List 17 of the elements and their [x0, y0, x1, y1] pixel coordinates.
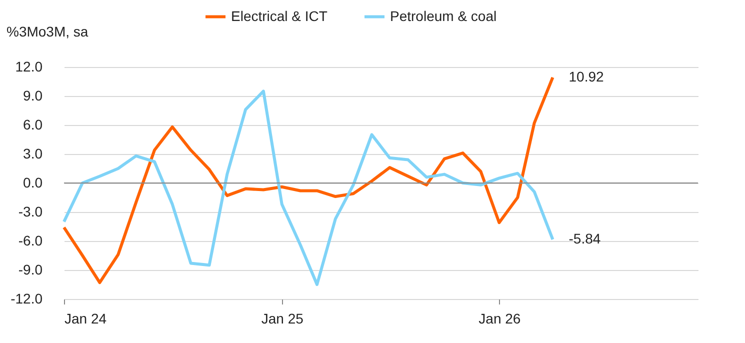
y-tick-label: -9.0: [18, 262, 43, 278]
x-tick-label: Jan 26: [478, 310, 521, 326]
y-tick-label: -12.0: [10, 290, 43, 306]
y-tick-label: -3.0: [18, 204, 43, 220]
y-tick-label: 9.0: [23, 88, 43, 104]
annotation: -5.84: [568, 230, 601, 246]
x-tick-label: Jan 25: [261, 310, 304, 326]
y-tick-label: 0.0: [23, 174, 43, 190]
y-axis-title: %3Mo3M, sa: [6, 24, 88, 40]
y-tick-label: 6.0: [23, 116, 43, 132]
y-tick-label: -6.0: [18, 232, 43, 248]
x-tick-label: Jan 24: [64, 310, 107, 326]
y-tick-label: 3.0: [23, 146, 43, 162]
legend-label: Electrical & ICT: [231, 8, 328, 24]
annotation: 10.92: [568, 68, 604, 84]
y-tick-label: 12.0: [15, 58, 43, 74]
legend-label: Petroleum & coal: [390, 8, 497, 24]
